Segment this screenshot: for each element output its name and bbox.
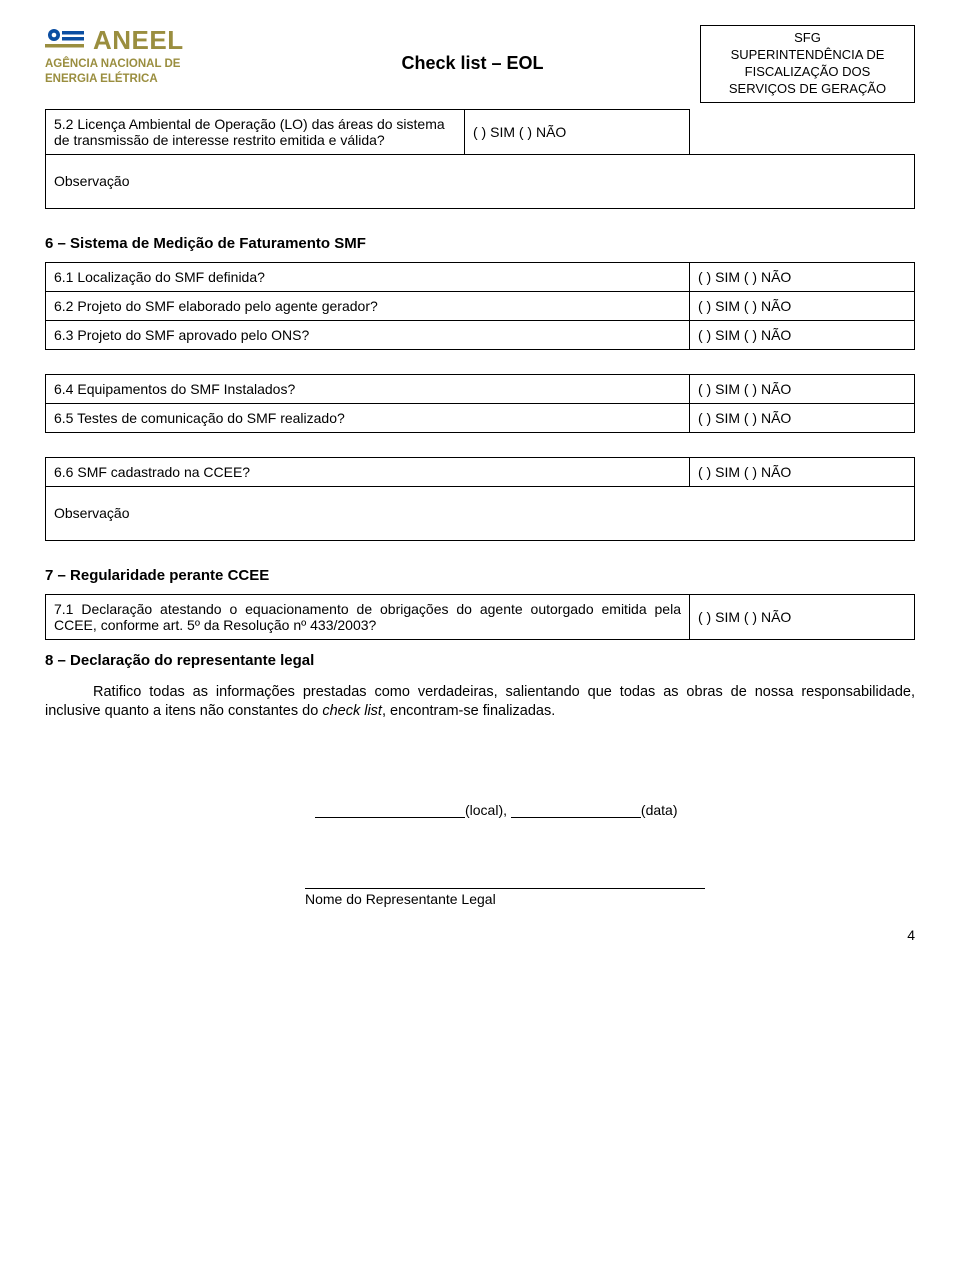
table-row: 6.2 Projeto do SMF elaborado pelo agente… <box>46 291 915 320</box>
sfg-line: SERVIÇOS DE GERAÇÃO <box>707 81 908 98</box>
table-row: 6.6 SMF cadastrado na CCEE? ( ) SIM ( ) … <box>46 457 915 486</box>
table-item-5-2: 5.2 Licença Ambiental de Operação (LO) d… <box>45 109 915 209</box>
sfg-line: SUPERINTENDÊNCIA DE <box>707 47 908 64</box>
decl-italic: check list <box>322 703 382 719</box>
date-blank[interactable] <box>511 804 641 818</box>
section-8-heading: 8 – Declaração do representante legal <box>45 652 915 669</box>
observation-label[interactable]: Observação <box>46 486 915 540</box>
question-cell: 6.1 Localização do SMF definida? <box>46 262 690 291</box>
question-cell: 6.2 Projeto do SMF elaborado pelo agente… <box>46 291 690 320</box>
sfg-line: FISCALIZAÇÃO DOS <box>707 64 908 81</box>
table-row: 5.2 Licença Ambiental de Operação (LO) d… <box>46 109 915 154</box>
answer-cell[interactable]: ( ) SIM ( ) NÃO <box>690 262 915 291</box>
table-row: 7.1 Declaração atestando o equacionament… <box>46 594 915 639</box>
local-label: (local), <box>465 802 507 818</box>
signature-line-label[interactable]: Nome do Representante Legal <box>305 888 705 907</box>
table-row: 6.4 Equipamentos do SMF Instalados? ( ) … <box>46 374 915 403</box>
table-section-7: 7.1 Declaração atestando o equacionament… <box>45 594 915 640</box>
observation-row: Observação <box>46 486 915 540</box>
logo-sub1: AGÊNCIA NACIONAL DE <box>45 58 235 71</box>
question-cell: 6.5 Testes de comunicação do SMF realiza… <box>46 403 690 432</box>
empty-cell <box>690 109 915 154</box>
table-row: 6.1 Localização do SMF definida? ( ) SIM… <box>46 262 915 291</box>
local-blank[interactable] <box>315 804 465 818</box>
table-row: 6.5 Testes de comunicação do SMF realiza… <box>46 403 915 432</box>
question-cell: 7.1 Declaração atestando o equacionament… <box>46 594 690 639</box>
declaration-text: Ratifico todas as informações prestadas … <box>45 683 915 722</box>
place-date-line[interactable]: (local), (data) <box>315 802 915 818</box>
sfg-line: SFG <box>707 30 908 47</box>
sfg-box: SFG SUPERINTENDÊNCIA DE FISCALIZAÇÃO DOS… <box>700 25 915 103</box>
section-6-heading: 6 – Sistema de Medição de Faturamento SM… <box>45 235 915 252</box>
date-label: (data) <box>641 802 678 818</box>
answer-cell[interactable]: ( ) SIM ( ) NÃO <box>690 403 915 432</box>
page-header: ANEEL AGÊNCIA NACIONAL DE ENERGIA ELÉTRI… <box>45 25 915 103</box>
question-cell: 5.2 Licença Ambiental de Operação (LO) d… <box>46 109 465 154</box>
answer-cell[interactable]: ( ) SIM ( ) NÃO <box>690 374 915 403</box>
page-number: 4 <box>45 927 915 943</box>
table-section-6a: 6.1 Localização do SMF definida? ( ) SIM… <box>45 262 915 350</box>
table-section-6c: 6.6 SMF cadastrado na CCEE? ( ) SIM ( ) … <box>45 457 915 541</box>
decl-post: , encontram-se finalizadas. <box>382 703 555 719</box>
question-cell: 6.4 Equipamentos do SMF Instalados? <box>46 374 690 403</box>
page-title: Check list – EOL <box>245 25 700 103</box>
aneel-logo-icon <box>45 28 87 54</box>
question-cell: 6.3 Projeto do SMF aprovado pelo ONS? <box>46 320 690 349</box>
section-7-heading: 7 – Regularidade perante CCEE <box>45 567 915 584</box>
logo-sub2: ENERGIA ELÉTRICA <box>45 73 235 86</box>
logo-name: ANEEL <box>93 25 184 56</box>
q71-mid: conforme art. 5º da Resolução nº 433/200… <box>101 617 369 633</box>
q71-post: ? <box>369 617 377 633</box>
answer-cell[interactable]: ( ) SIM ( ) NÃO <box>690 291 915 320</box>
logo-block: ANEEL AGÊNCIA NACIONAL DE ENERGIA ELÉTRI… <box>45 25 245 103</box>
table-section-6b: 6.4 Equipamentos do SMF Instalados? ( ) … <box>45 374 915 433</box>
question-cell: 6.6 SMF cadastrado na CCEE? <box>46 457 690 486</box>
observation-row: Observação <box>46 154 915 208</box>
table-row: 6.3 Projeto do SMF aprovado pelo ONS? ( … <box>46 320 915 349</box>
answer-cell[interactable]: ( ) SIM ( ) NÃO <box>690 594 915 639</box>
answer-cell[interactable]: ( ) SIM ( ) NÃO <box>690 320 915 349</box>
answer-cell[interactable]: ( ) SIM ( ) NÃO <box>690 457 915 486</box>
answer-cell[interactable]: ( ) SIM ( ) NÃO <box>465 109 690 154</box>
observation-label[interactable]: Observação <box>46 154 915 208</box>
